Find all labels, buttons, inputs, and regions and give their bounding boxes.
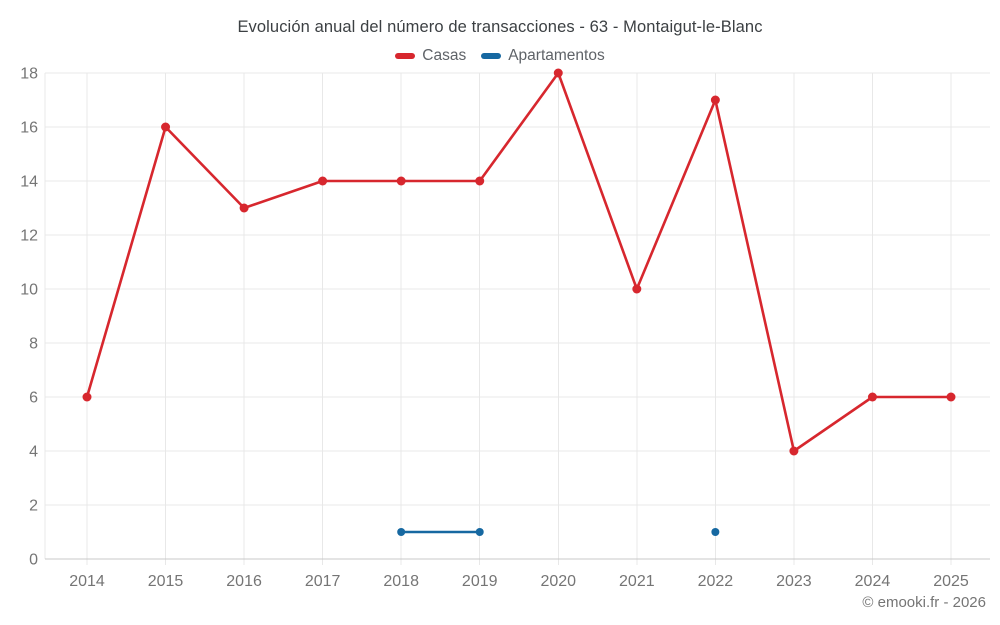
data-point-casas-2020[interactable] xyxy=(553,68,563,78)
series-line-casas-0 xyxy=(85,71,953,453)
legend-item-casas[interactable]: Casas xyxy=(395,47,466,65)
x-tick-label-2024: 2024 xyxy=(855,573,891,590)
x-tick-label-2014: 2014 xyxy=(69,573,105,590)
x-tick-label-2020: 2020 xyxy=(540,573,576,590)
x-tick-label-2017: 2017 xyxy=(305,573,341,590)
legend-swatch-apartamentos xyxy=(481,53,502,59)
chart-title: Evolución anual del número de transaccio… xyxy=(237,18,763,36)
chart-legend: Casas Apartamentos xyxy=(0,47,1000,65)
x-tick-label-2015: 2015 xyxy=(148,573,184,590)
copyright-text: © emooki.fr - 2026 xyxy=(862,594,986,611)
y-tick-label-2: 2 xyxy=(29,498,38,515)
data-point-casas-2021[interactable] xyxy=(632,284,642,294)
x-tick-label-2019: 2019 xyxy=(462,573,498,590)
data-point-casas-2017[interactable] xyxy=(318,176,328,186)
data-point-apartamentos-2018[interactable] xyxy=(397,528,406,536)
data-point-apartamentos-2019[interactable] xyxy=(475,528,484,536)
data-point-casas-2016[interactable] xyxy=(239,203,249,213)
data-point-casas-2014[interactable] xyxy=(82,392,92,402)
gridlines xyxy=(44,72,990,565)
legend-swatch-casas xyxy=(395,53,416,59)
data-point-apartamentos-2022[interactable] xyxy=(711,528,720,536)
y-tick-label-4: 4 xyxy=(29,444,38,461)
series-apartamentos xyxy=(397,528,720,536)
x-tick-label-2018: 2018 xyxy=(383,573,419,590)
series-casas xyxy=(82,68,956,456)
legend-label-casas: Casas xyxy=(422,47,467,64)
x-axis-labels: 2014 2015 2016 2017 2018 2019 2020 2021 2022 2023… xyxy=(69,573,969,590)
x-tick-label-2022: 2022 xyxy=(698,573,734,590)
y-tick-label-10: 10 xyxy=(20,282,38,299)
data-point-casas-2024[interactable] xyxy=(867,392,877,402)
x-tick-label-2023: 2023 xyxy=(776,573,812,590)
x-tick-label-2016: 2016 xyxy=(226,573,262,590)
data-point-casas-2023[interactable] xyxy=(789,446,799,456)
x-tick-label-2021: 2021 xyxy=(619,573,655,590)
y-tick-label-0: 0 xyxy=(29,552,38,569)
data-point-casas-2018[interactable] xyxy=(396,176,406,186)
legend-label-apartamentos: Apartamentos xyxy=(508,47,605,64)
y-tick-label-8: 8 xyxy=(29,336,38,353)
data-point-casas-2022[interactable] xyxy=(710,95,720,105)
y-tick-label-6: 6 xyxy=(29,390,38,407)
data-point-casas-2025[interactable] xyxy=(946,392,956,402)
legend-item-apartamentos[interactable]: Apartamentos xyxy=(481,47,605,65)
y-axis-labels: 0 2 4 6 8 10 12 14 16 18 xyxy=(20,66,38,569)
data-point-casas-2015[interactable] xyxy=(161,122,171,132)
x-tick-label-2025: 2025 xyxy=(933,573,969,590)
y-tick-label-18: 18 xyxy=(20,66,38,83)
data-point-casas-2019[interactable] xyxy=(475,176,485,186)
y-tick-label-14: 14 xyxy=(20,174,38,191)
y-tick-label-16: 16 xyxy=(20,120,38,137)
y-tick-label-12: 12 xyxy=(20,228,38,245)
